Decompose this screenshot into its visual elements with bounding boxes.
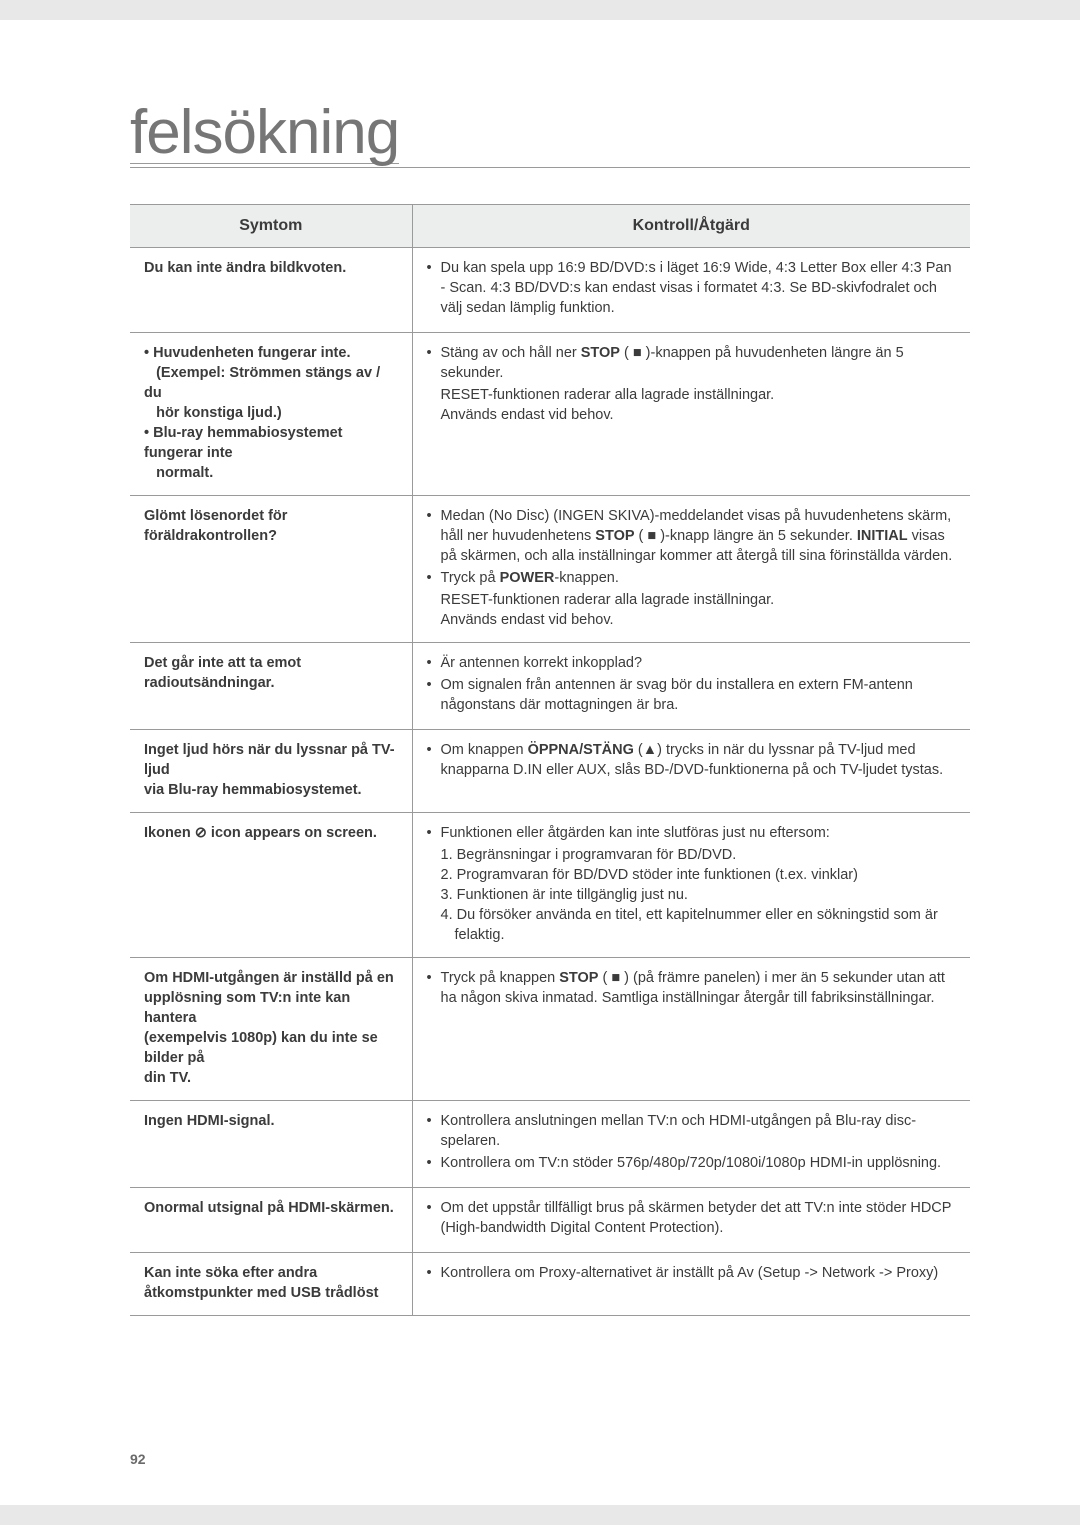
action-item: Funktionen eller åtgärden kan inte slutf… (427, 823, 959, 843)
symptom-text: via Blu-ray hemmabiosystemet. (144, 780, 400, 800)
symptom-text: (exempelvis 1080p) kan du inte se bilder… (144, 1028, 400, 1068)
symptom-text: åtkomstpunkter med USB trådlöst (144, 1283, 400, 1303)
action-item: Tryck på knappen STOP ( ■ ) (på främre p… (427, 968, 959, 1008)
action-item: Medan (No Disc) (INGEN SKIVA)-meddelande… (427, 506, 959, 566)
action-item: Om det uppstår tillfälligt brus på skärm… (427, 1198, 959, 1238)
action-cell: Kontrollera om Proxy-alternativet är ins… (412, 1253, 970, 1316)
action-item: 1. Begränsningar i programvaran för BD/D… (427, 845, 959, 865)
action-item: Om signalen från antennen är svag bör du… (427, 675, 959, 715)
symptom-text: Onormal utsignal på HDMI-skärmen. (144, 1198, 400, 1218)
action-cell: Är antennen korrekt inkopplad?Om signale… (412, 643, 970, 730)
symptom-text: radioutsändningar. (144, 673, 400, 693)
symptom-text: Du kan inte ändra bildkvoten. (144, 258, 400, 278)
page-number: 92 (130, 1451, 146, 1467)
symptom-cell: Inget ljud hörs när du lyssnar på TV-lju… (130, 730, 412, 813)
symptom-text: upplösning som TV:n inte kan hantera (144, 988, 400, 1028)
action-cell: Kontrollera anslutningen mellan TV:n och… (412, 1101, 970, 1188)
action-cell: Funktionen eller åtgärden kan inte slutf… (412, 813, 970, 958)
symptom-cell: Om HDMI-utgången är inställd på enupplös… (130, 958, 412, 1101)
table-row: Om HDMI-utgången är inställd på enupplös… (130, 958, 970, 1101)
table-row: Det går inte att ta emotradioutsändninga… (130, 643, 970, 730)
symptom-text: din TV. (144, 1068, 400, 1088)
symptom-cell: Kan inte söka efter andraåtkomstpunkter … (130, 1253, 412, 1316)
symptom-text: Kan inte söka efter andra (144, 1263, 400, 1283)
action-cell: Stäng av och håll ner STOP ( ■ )-knappen… (412, 333, 970, 496)
symptom-cell: Glömt lösenordet för föräldrakontrollen? (130, 496, 412, 643)
header-symptom: Symtom (130, 205, 412, 248)
action-item: Används endast vid behov. (427, 405, 959, 425)
symptom-cell: Ingen HDMI-signal. (130, 1101, 412, 1188)
symptom-text: Glömt lösenordet för föräldrakontrollen? (144, 506, 400, 546)
table-row: Ikonen ⊘ icon appears on screen. Funktion… (130, 813, 970, 958)
action-item: RESET-funktionen raderar alla lagrade in… (427, 385, 959, 405)
action-cell: Om knappen ÖPPNA/STÄNG (▲) trycks in när… (412, 730, 970, 813)
symptom-text: Om HDMI-utgången är inställd på en (144, 968, 400, 988)
action-cell: Tryck på knappen STOP ( ■ ) (på främre p… (412, 958, 970, 1101)
table-row: Inget ljud hörs när du lyssnar på TV-lju… (130, 730, 970, 813)
table-row: Ingen HDMI-signal. Kontrollera anslutning… (130, 1101, 970, 1188)
action-item: Stäng av och håll ner STOP ( ■ )-knappen… (427, 343, 959, 383)
document-page: felsökning Symtom Kontroll/Åtgärd Du kan… (0, 20, 1080, 1505)
action-item: Du kan spela upp 16:9 BD/DVD:s i läget 1… (427, 258, 959, 318)
action-item: 3. Funktionen är inte tillgänglig just n… (427, 885, 959, 905)
header-action: Kontroll/Åtgärd (412, 205, 970, 248)
action-item: Kontrollera anslutningen mellan TV:n och… (427, 1111, 959, 1151)
action-item: 4. Du försöker använda en titel, ett kap… (427, 905, 959, 925)
action-item: Används endast vid behov. (427, 610, 959, 630)
action-item: RESET-funktionen raderar alla lagrade in… (427, 590, 959, 610)
symptom-text: Ikonen ⊘ icon appears on screen. (144, 823, 400, 843)
troubleshooting-table: Symtom Kontroll/Åtgärd Du kan inte ändra… (130, 204, 970, 1316)
table-row: Onormal utsignal på HDMI-skärmen. Om det … (130, 1188, 970, 1253)
page-title: felsökning (130, 100, 970, 168)
table-row: • Huvudenheten fungerar inte. (Exempel: … (130, 333, 970, 496)
table-row: Du kan inte ändra bildkvoten. Du kan spel… (130, 248, 970, 333)
table-row: Kan inte söka efter andraåtkomstpunkter … (130, 1253, 970, 1316)
symptom-text: Det går inte att ta emot (144, 653, 400, 673)
action-item: felaktig. (427, 925, 959, 945)
symptom-cell: Ikonen ⊘ icon appears on screen. (130, 813, 412, 958)
symptom-cell: • Huvudenheten fungerar inte. (Exempel: … (130, 333, 412, 496)
action-cell: Du kan spela upp 16:9 BD/DVD:s i läget 1… (412, 248, 970, 333)
symptom-cell: Du kan inte ändra bildkvoten. (130, 248, 412, 333)
action-cell: Om det uppstår tillfälligt brus på skärm… (412, 1188, 970, 1253)
action-item: Kontrollera om Proxy-alternativet är ins… (427, 1263, 959, 1283)
symptom-cell: Det går inte att ta emotradioutsändninga… (130, 643, 412, 730)
symptom-text: Ingen HDMI-signal. (144, 1111, 400, 1131)
action-item: Är antennen korrekt inkopplad? (427, 653, 959, 673)
title-text: felsökning (130, 104, 399, 164)
symptom-cell: Onormal utsignal på HDMI-skärmen. (130, 1188, 412, 1253)
action-item: 2. Programvaran för BD/DVD stöder inte f… (427, 865, 959, 885)
table-row: Glömt lösenordet för föräldrakontrollen?… (130, 496, 970, 643)
action-item: Tryck på POWER-knappen. (427, 568, 959, 588)
action-cell: Medan (No Disc) (INGEN SKIVA)-meddelande… (412, 496, 970, 643)
symptom-text: Inget ljud hörs när du lyssnar på TV-lju… (144, 740, 400, 780)
action-item: Kontrollera om TV:n stöder 576p/480p/720… (427, 1153, 959, 1173)
action-item: Om knappen ÖPPNA/STÄNG (▲) trycks in när… (427, 740, 959, 780)
